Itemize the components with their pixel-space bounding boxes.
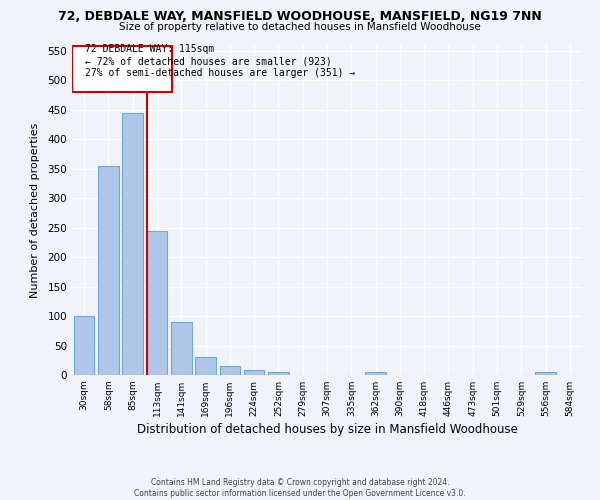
Text: Size of property relative to detached houses in Mansfield Woodhouse: Size of property relative to detached ho…: [119, 22, 481, 32]
Bar: [365, 372, 386, 375]
Bar: [195, 358, 216, 375]
Bar: [268, 372, 289, 375]
Bar: [122, 113, 143, 375]
Bar: [535, 372, 556, 375]
Bar: [146, 230, 167, 375]
X-axis label: Distribution of detached houses by size in Mansfield Woodhouse: Distribution of detached houses by size …: [137, 423, 517, 436]
Bar: [244, 370, 265, 375]
Text: Contains HM Land Registry data © Crown copyright and database right 2024.
Contai: Contains HM Land Registry data © Crown c…: [134, 478, 466, 498]
Bar: [220, 366, 240, 375]
FancyBboxPatch shape: [73, 46, 172, 92]
Bar: [74, 316, 94, 375]
Text: 72, DEBDALE WAY, MANSFIELD WOODHOUSE, MANSFIELD, NG19 7NN: 72, DEBDALE WAY, MANSFIELD WOODHOUSE, MA…: [58, 10, 542, 23]
Bar: [98, 166, 119, 375]
Text: 27% of semi-detached houses are larger (351) →: 27% of semi-detached houses are larger (…: [85, 68, 356, 78]
Text: ← 72% of detached houses are smaller (923): ← 72% of detached houses are smaller (92…: [85, 56, 332, 66]
Text: 72 DEBDALE WAY: 115sqm: 72 DEBDALE WAY: 115sqm: [85, 44, 215, 54]
Bar: [171, 322, 191, 375]
Y-axis label: Number of detached properties: Number of detached properties: [31, 122, 40, 298]
